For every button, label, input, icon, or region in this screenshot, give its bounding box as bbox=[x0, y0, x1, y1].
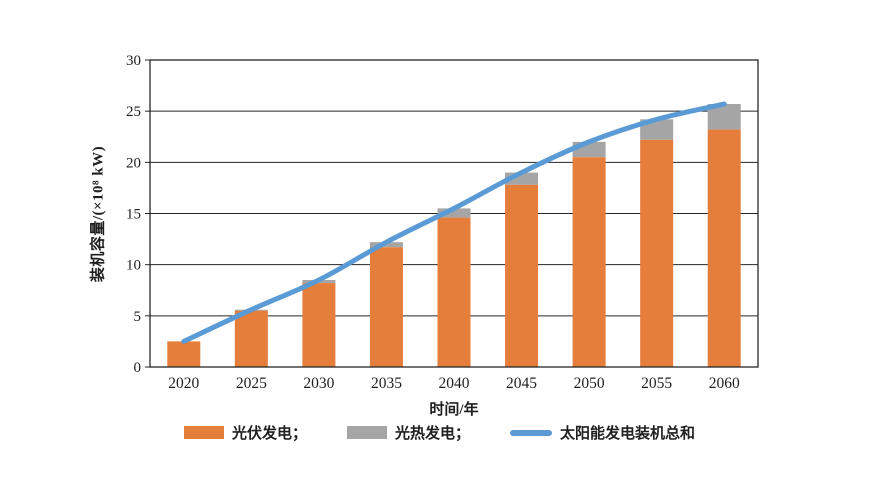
legend-item-csp: 光热发电； bbox=[346, 422, 470, 443]
bar-segment-pv bbox=[369, 247, 403, 367]
y-tick-label: 10 bbox=[126, 258, 141, 274]
y-tick-label: 30 bbox=[126, 53, 141, 69]
x-axis-title: 时间/年 bbox=[429, 402, 479, 418]
bar-segment-pv bbox=[707, 129, 741, 367]
x-tick-label: 2025 bbox=[236, 375, 267, 392]
x-tick-label: 2050 bbox=[574, 375, 605, 392]
bar-segment-pv bbox=[302, 283, 336, 367]
x-tick-label: 2020 bbox=[168, 375, 199, 392]
x-tick-label: 2060 bbox=[709, 375, 740, 392]
legend-label-pv: 光伏发电； bbox=[231, 426, 307, 442]
total-line-swatch-icon bbox=[510, 429, 552, 436]
bar-segment-csp bbox=[437, 208, 471, 218]
bar-segment-pv bbox=[437, 217, 471, 367]
x-tick-label: 2040 bbox=[439, 375, 470, 392]
bar-segment-pv bbox=[234, 310, 268, 367]
plot-border bbox=[149, 59, 759, 368]
y-tick-label: 5 bbox=[134, 309, 142, 325]
y-axis-title: 装机容量/(×10⁸ kW) bbox=[90, 145, 107, 283]
legend-label-total: 太阳能发电装机总和 bbox=[560, 426, 696, 442]
y-tick-label: 25 bbox=[126, 104, 141, 120]
x-tick-label: 2035 bbox=[371, 375, 402, 392]
y-tick-label: 20 bbox=[126, 155, 141, 171]
legend-item-total: 太阳能发电装机总和 bbox=[510, 422, 695, 443]
pv-swatch-icon bbox=[183, 426, 224, 439]
bar-segment-pv bbox=[505, 184, 539, 367]
bar-segment-pv bbox=[572, 157, 606, 367]
csp-swatch-icon bbox=[346, 426, 387, 439]
legend: 光伏发电； 光热发电； 太阳能发电装机总和 bbox=[0, 422, 879, 443]
y-tick-label: 15 bbox=[126, 207, 141, 223]
x-tick-label: 2045 bbox=[506, 375, 537, 392]
bar-segment-pv bbox=[640, 139, 674, 367]
y-tick-label: 0 bbox=[134, 360, 142, 376]
bar-segment-csp bbox=[640, 119, 674, 140]
x-tick-label: 2030 bbox=[303, 375, 334, 392]
total-line bbox=[181, 101, 727, 344]
bar-segment-pv bbox=[167, 341, 201, 367]
x-tick-label: 2055 bbox=[641, 375, 672, 392]
legend-label-csp: 光热发电； bbox=[394, 426, 470, 442]
legend-item-pv: 光伏发电； bbox=[183, 422, 307, 443]
